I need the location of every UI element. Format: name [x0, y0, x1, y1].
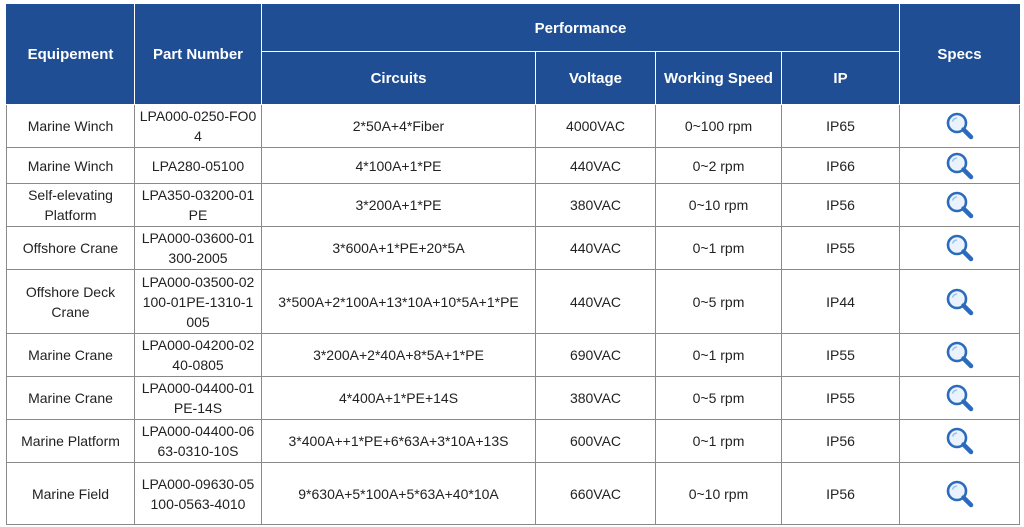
- cell-ip: IP56: [780, 419, 901, 463]
- cell-specs: [899, 269, 1021, 334]
- magnifier-icon[interactable]: [944, 232, 976, 264]
- spec-table: Equipement Part Number Performance Specs…: [6, 4, 1021, 525]
- cell-equipment: Offshore Deck Crane: [6, 269, 135, 334]
- cell-working-speed: 0~1 rpm: [655, 419, 782, 463]
- cell-ip: IP55: [780, 226, 901, 270]
- cell-working-speed: 0~100 rpm: [655, 104, 782, 148]
- cell-equipment: Self-elevating Platform: [6, 183, 135, 227]
- table-row: Marine Crane LPA000-04200-0240-0805 3*200A…: [6, 333, 1021, 377]
- header-part-number: Part Number: [134, 4, 262, 105]
- magnifier-icon[interactable]: [944, 286, 976, 318]
- header-specs: Specs: [899, 4, 1021, 105]
- header-voltage: Voltage: [535, 51, 656, 105]
- cell-part-number: LPA000-04400-01PE-14S: [134, 376, 262, 420]
- cell-circuits: 9*630A+5*100A+5*63A+40*10A: [261, 462, 536, 525]
- cell-voltage: 4000VAC: [535, 104, 656, 148]
- header-ip: IP: [780, 51, 901, 105]
- cell-part-number: LPA000-03500-02100-01PE-1310-1005: [134, 269, 262, 334]
- cell-voltage: 380VAC: [535, 183, 656, 227]
- cell-equipment: Marine Crane: [6, 333, 135, 377]
- table-body: Marine Winch LPA000-0250-FO04 2*50A+4*Fibe…: [6, 104, 1021, 525]
- cell-voltage: 440VAC: [535, 147, 656, 184]
- cell-working-speed: 0~5 rpm: [655, 269, 782, 334]
- cell-voltage: 380VAC: [535, 376, 656, 420]
- cell-ip: IP44: [780, 269, 901, 334]
- cell-voltage: 440VAC: [535, 226, 656, 270]
- cell-circuits: 4*100A+1*PE: [261, 147, 536, 184]
- cell-part-number: LPA000-0250-FO04: [134, 104, 262, 148]
- cell-working-speed: 0~10 rpm: [655, 462, 782, 525]
- cell-circuits: 3*400A++1*PE+6*63A+3*10A+13S: [261, 419, 536, 463]
- cell-equipment: Marine Winch: [6, 147, 135, 184]
- magnifier-icon[interactable]: [944, 339, 976, 371]
- cell-specs: [899, 147, 1021, 184]
- cell-ip: IP65: [780, 104, 901, 148]
- cell-equipment: Marine Field: [6, 462, 135, 525]
- magnifier-icon[interactable]: [944, 189, 976, 221]
- table-row: Offshore Crane LPA000-03600-01300-2005 3*6…: [6, 226, 1021, 270]
- cell-specs: [899, 419, 1021, 463]
- cell-ip: IP56: [780, 183, 901, 227]
- cell-ip: IP66: [780, 147, 901, 184]
- cell-working-speed: 0~1 rpm: [655, 333, 782, 377]
- header-circuits: Circuits: [261, 51, 536, 105]
- cell-circuits: 3*600A+1*PE+20*5A: [261, 226, 536, 270]
- cell-equipment: Offshore Crane: [6, 226, 135, 270]
- cell-part-number: LPA280-05100: [134, 147, 262, 184]
- cell-voltage: 440VAC: [535, 269, 656, 334]
- cell-working-speed: 0~2 rpm: [655, 147, 782, 184]
- cell-equipment: Marine Platform: [6, 419, 135, 463]
- magnifier-icon[interactable]: [944, 110, 976, 142]
- cell-part-number: LPA000-03600-01300-2005: [134, 226, 262, 270]
- cell-circuits: 2*50A+4*Fiber: [261, 104, 536, 148]
- cell-voltage: 690VAC: [535, 333, 656, 377]
- cell-working-speed: 0~1 rpm: [655, 226, 782, 270]
- cell-circuits: 3*200A+2*40A+8*5A+1*PE: [261, 333, 536, 377]
- cell-specs: [899, 462, 1021, 525]
- magnifier-icon[interactable]: [944, 150, 976, 182]
- cell-equipment: Marine Winch: [6, 104, 135, 148]
- header-working-speed: Working Speed: [655, 51, 782, 105]
- magnifier-icon[interactable]: [944, 425, 976, 457]
- cell-specs: [899, 183, 1021, 227]
- cell-specs: [899, 104, 1021, 148]
- cell-part-number: LPA000-04200-0240-0805: [134, 333, 262, 377]
- table-row: Marine Crane LPA000-04400-01PE-14S 4*400A+…: [6, 376, 1021, 420]
- table-row: Marine Platform LPA000-04400-0663-0310-10…: [6, 419, 1021, 463]
- table-row: Offshore Deck Crane LPA000-03500-02100-01…: [6, 269, 1021, 334]
- cell-specs: [899, 376, 1021, 420]
- cell-ip: IP56: [780, 462, 901, 525]
- cell-voltage: 660VAC: [535, 462, 656, 525]
- cell-working-speed: 0~5 rpm: [655, 376, 782, 420]
- header-equipment: Equipement: [6, 4, 135, 105]
- cell-circuits: 3*500A+2*100A+13*10A+10*5A+1*PE: [261, 269, 536, 334]
- magnifier-icon[interactable]: [944, 478, 976, 510]
- cell-working-speed: 0~10 rpm: [655, 183, 782, 227]
- table-row: Marine Winch LPA280-05100 4*100A+1*PE 440VA…: [6, 147, 1021, 184]
- cell-equipment: Marine Crane: [6, 376, 135, 420]
- table-row: Marine Winch LPA000-0250-FO04 2*50A+4*Fibe…: [6, 104, 1021, 148]
- cell-part-number: LPA350-03200-01PE: [134, 183, 262, 227]
- cell-specs: [899, 333, 1021, 377]
- cell-circuits: 4*400A+1*PE+14S: [261, 376, 536, 420]
- table-row: Marine Field LPA000-09630-05100-0563-4010…: [6, 462, 1021, 525]
- cell-specs: [899, 226, 1021, 270]
- table-row: Self-elevating Platform LPA350-03200-01PE…: [6, 183, 1021, 227]
- cell-part-number: LPA000-09630-05100-0563-4010: [134, 462, 262, 525]
- cell-part-number: LPA000-04400-0663-0310-10S: [134, 419, 262, 463]
- magnifier-icon[interactable]: [944, 382, 976, 414]
- cell-ip: IP55: [780, 376, 901, 420]
- header-performance: Performance: [260, 4, 901, 52]
- cell-circuits: 3*200A+1*PE: [261, 183, 536, 227]
- cell-ip: IP55: [780, 333, 901, 377]
- cell-voltage: 600VAC: [535, 419, 656, 463]
